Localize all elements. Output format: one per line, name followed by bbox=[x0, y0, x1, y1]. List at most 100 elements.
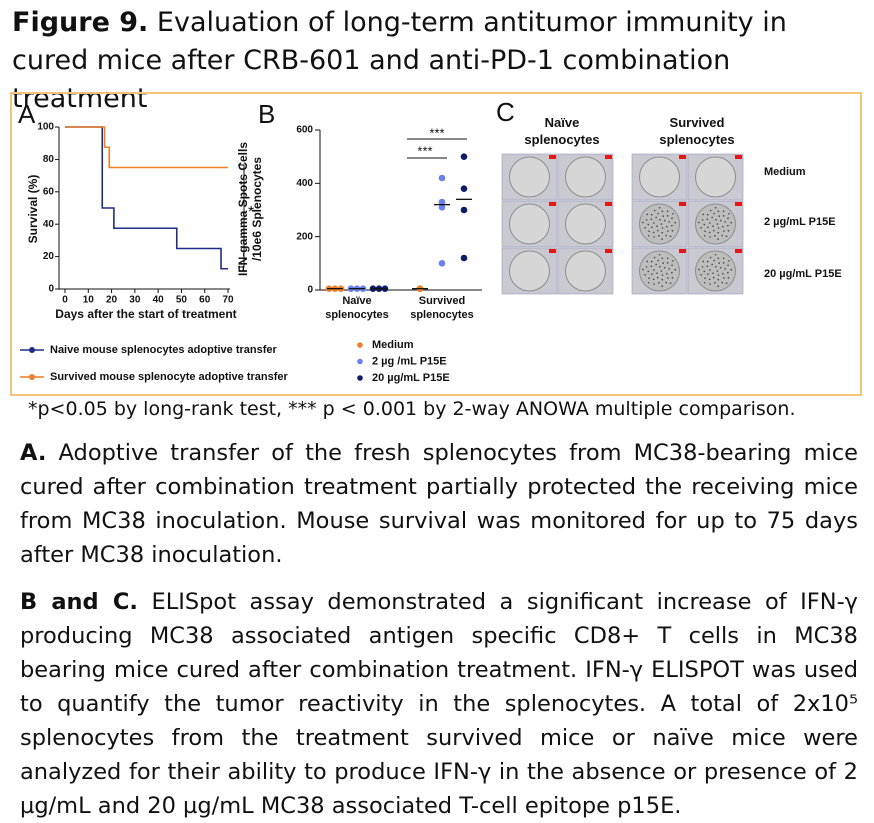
spot bbox=[666, 215, 669, 217]
legend-marker bbox=[29, 347, 35, 353]
figure-title-text: Evaluation of long-term antitumor immuni… bbox=[12, 7, 787, 114]
spot bbox=[717, 257, 720, 260]
dot bbox=[460, 254, 468, 262]
x-tick-label: 60 bbox=[199, 295, 211, 306]
spot bbox=[700, 226, 702, 229]
spot bbox=[722, 262, 725, 264]
well bbox=[565, 250, 606, 292]
spot bbox=[661, 285, 663, 287]
spot bbox=[653, 256, 656, 259]
spot bbox=[712, 229, 715, 232]
spot bbox=[645, 266, 648, 268]
spot bbox=[703, 281, 706, 284]
spot bbox=[715, 265, 717, 268]
spot bbox=[667, 277, 669, 279]
well bbox=[565, 203, 606, 245]
spot bbox=[717, 274, 720, 276]
y-tick-label: 40 bbox=[43, 219, 55, 230]
spot bbox=[709, 256, 712, 259]
figure-label: Figure 9. bbox=[12, 7, 149, 38]
spot bbox=[657, 212, 659, 215]
paragraph: B and C. ELISpot assay demonstrated a si… bbox=[20, 585, 858, 823]
well-flag bbox=[605, 249, 612, 253]
spot bbox=[709, 209, 712, 212]
paragraph-label: B and C. bbox=[20, 589, 138, 615]
spot bbox=[653, 222, 655, 224]
spot bbox=[669, 282, 672, 284]
spot bbox=[646, 213, 648, 216]
well bbox=[695, 250, 736, 292]
well bbox=[695, 156, 736, 198]
row-label: Medium bbox=[764, 166, 806, 178]
spot bbox=[722, 257, 725, 260]
spot bbox=[650, 260, 653, 263]
spot bbox=[658, 253, 661, 256]
spot bbox=[674, 221, 677, 224]
x-tick-label: 0 bbox=[62, 295, 68, 306]
well-flag bbox=[549, 249, 556, 253]
annotation: *** bbox=[417, 143, 432, 158]
well bbox=[565, 156, 606, 198]
figure-title: Figure 9. Evaluation of long-term antitu… bbox=[12, 4, 862, 118]
x-tick-label: Survived splenocytes bbox=[410, 295, 474, 321]
spot bbox=[701, 219, 704, 221]
spot bbox=[674, 268, 677, 271]
spot bbox=[724, 221, 726, 223]
spot bbox=[653, 269, 655, 271]
spot bbox=[722, 215, 725, 217]
well bbox=[695, 203, 736, 245]
well-flag bbox=[549, 155, 556, 159]
column-header: Survived splenocytes bbox=[659, 115, 735, 147]
spot bbox=[644, 226, 646, 229]
spot bbox=[706, 265, 709, 268]
spot bbox=[706, 213, 709, 216]
y-tick-label: 0 bbox=[48, 284, 54, 295]
spot bbox=[660, 270, 663, 272]
spot bbox=[723, 277, 725, 279]
spot bbox=[704, 277, 706, 280]
spot bbox=[727, 217, 729, 219]
spot bbox=[668, 268, 670, 270]
spot bbox=[650, 265, 653, 268]
spot bbox=[708, 231, 711, 234]
spot bbox=[727, 229, 730, 232]
spot bbox=[722, 210, 725, 213]
well bbox=[639, 203, 680, 245]
well-flag bbox=[605, 202, 612, 206]
x-tick-label: 70 bbox=[222, 295, 234, 306]
spot bbox=[727, 224, 729, 227]
spot bbox=[653, 209, 656, 212]
spot bbox=[709, 269, 711, 271]
spot bbox=[661, 278, 664, 281]
spot bbox=[703, 270, 706, 273]
spot bbox=[657, 259, 659, 262]
spot bbox=[714, 206, 717, 209]
spot bbox=[648, 277, 650, 280]
spot bbox=[653, 283, 655, 285]
dot bbox=[460, 153, 468, 160]
spot bbox=[671, 217, 673, 219]
x-tick-label: 50 bbox=[176, 295, 188, 306]
spot bbox=[659, 218, 661, 221]
spot bbox=[728, 212, 730, 215]
spot bbox=[665, 281, 667, 284]
spot bbox=[671, 264, 673, 266]
x-tick-label: Naïve splenocytes bbox=[325, 295, 389, 321]
spot bbox=[642, 268, 644, 271]
spot bbox=[661, 257, 664, 260]
spot bbox=[661, 227, 664, 229]
bracket bbox=[238, 164, 245, 268]
spot bbox=[652, 231, 655, 234]
spot bbox=[658, 235, 660, 237]
spot bbox=[644, 273, 646, 276]
spot bbox=[711, 216, 713, 219]
x-tick-label: 40 bbox=[153, 295, 165, 306]
spot bbox=[712, 272, 714, 275]
spot bbox=[656, 272, 658, 275]
well-plate-image bbox=[501, 153, 744, 295]
spot bbox=[708, 278, 711, 281]
spot bbox=[667, 230, 669, 232]
y-tick-label: 600 bbox=[296, 125, 313, 136]
survival-line bbox=[65, 126, 228, 169]
x-tick-label: 20 bbox=[106, 295, 118, 306]
